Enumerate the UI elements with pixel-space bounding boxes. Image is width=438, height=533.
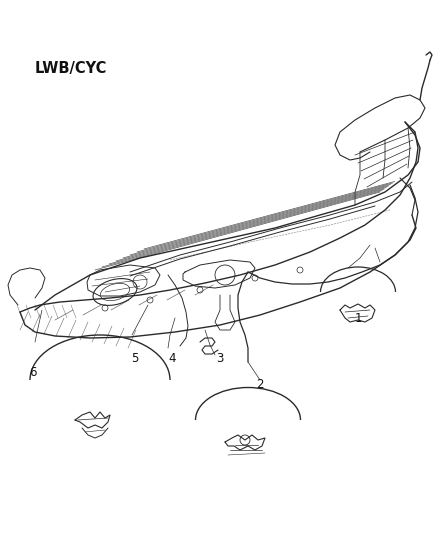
Text: 2: 2 — [256, 378, 264, 392]
Text: 6: 6 — [29, 366, 37, 378]
Text: 1: 1 — [354, 311, 362, 325]
Text: 3: 3 — [216, 351, 224, 365]
Text: 5: 5 — [131, 351, 139, 365]
Text: LWB/CYC: LWB/CYC — [35, 61, 107, 76]
Text: 4: 4 — [168, 351, 176, 365]
